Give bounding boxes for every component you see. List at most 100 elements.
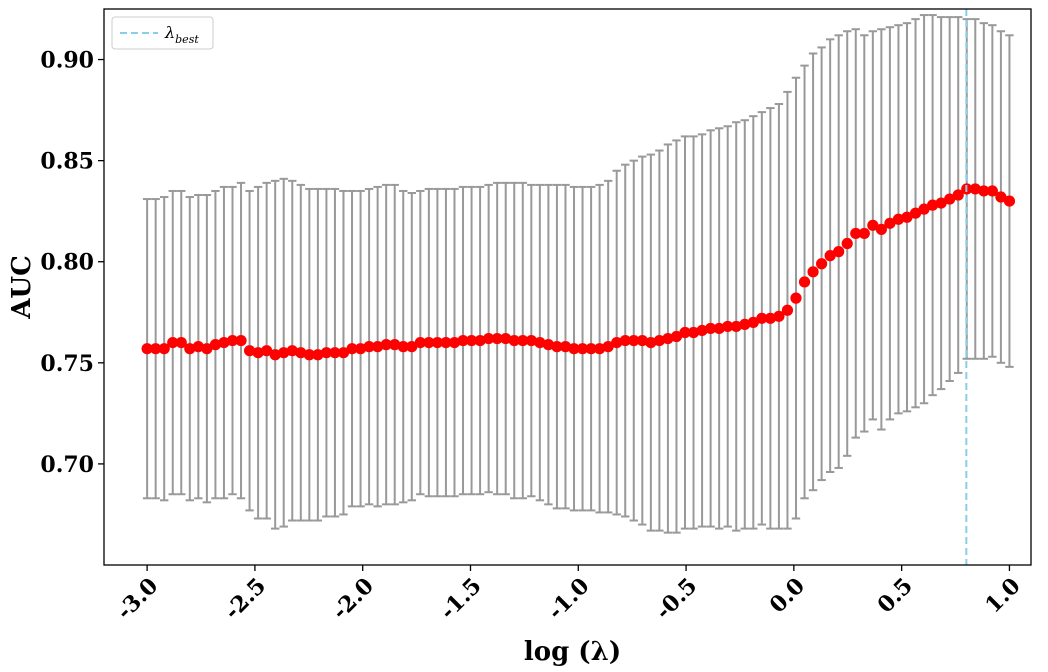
data-point [406,341,418,353]
data-point [611,337,623,349]
data-point [414,337,426,349]
data-point [346,343,358,355]
legend-box [111,16,214,50]
data-point [747,316,759,328]
data-point [269,349,281,361]
data-point [670,330,683,343]
data-point [662,332,674,345]
data-point [628,334,640,347]
legend-subscript: best [175,33,199,46]
data-point [542,339,554,351]
data-point [1003,195,1016,207]
data-point [465,334,478,347]
data-point [918,203,930,215]
data-point [619,334,631,347]
legend-label: λbest [164,23,199,46]
data-point [790,292,802,304]
data-point [483,332,495,345]
data-point [756,312,768,324]
data-point [909,207,922,219]
data-point [192,341,204,353]
data-point [500,332,512,345]
data-point [824,250,836,262]
data-point [594,343,606,355]
data-point [525,334,537,347]
data-point [226,334,239,347]
data-point [303,349,315,361]
data-point [141,343,153,355]
data-point [252,347,264,359]
data-point [184,343,196,355]
data-point [329,347,341,359]
data-point [568,343,580,355]
x-tick-label: -0.5 [650,573,702,625]
data-point [175,337,187,349]
data-point [833,246,845,258]
data-point [850,227,862,240]
data-point [884,217,896,229]
data-point [286,345,298,357]
data-point [235,334,247,347]
data-point [585,343,597,355]
data-point [705,322,717,335]
data-point [158,343,170,355]
data-point [261,345,273,357]
data-point [397,341,409,353]
data-point [978,185,990,197]
data-point [927,199,939,211]
x-tick-label: 0.0 [765,573,810,618]
data-point [687,326,700,339]
plot-frame [103,8,1032,566]
legend-symbol: λ [164,23,175,42]
data-point [243,345,256,357]
data-point [798,276,811,288]
data-point [551,341,563,353]
data-point [781,304,794,316]
y-tick-label: 0.80 [40,250,94,276]
data-point [167,337,179,349]
data-point [517,334,529,347]
point-layer [141,183,1016,361]
data-point [892,213,905,225]
y-axis: 0.70 0.75 0.80 0.85 0.90 [40,48,104,478]
data-point [696,324,708,337]
data-point [986,185,998,197]
y-tick-label: 0.75 [40,351,94,377]
data-point [841,237,853,250]
x-axis-label: log (λ) [524,637,621,667]
data-point [389,339,401,351]
data-point [431,337,444,349]
data-point [679,326,691,339]
data-point [218,337,230,349]
data-point [354,343,367,355]
data-point [576,343,589,355]
data-point [491,332,503,345]
data-point [372,341,384,353]
data-point [150,343,162,355]
data-point [730,320,742,333]
data-point [209,339,222,351]
errorbar-layer [142,14,1014,534]
data-point [722,320,734,333]
x-tick-label: 1.0 [980,573,1025,618]
data-point [508,334,520,347]
data-point [713,322,725,335]
data-point [312,349,324,361]
y-tick-label: 0.90 [40,48,94,74]
data-point [807,266,819,278]
x-axis: -3.0 -2.5 -2.0 -1.5 -1.0 -0.5 0.0 0.5 1.0 [111,565,1026,625]
data-point [969,183,981,195]
legend: λbest [111,16,214,50]
data-point [448,337,461,349]
data-point [337,347,350,359]
data-point [935,197,947,209]
data-point [995,191,1007,203]
y-axis-label: AUC [7,255,37,320]
data-point [534,337,546,349]
data-point [867,219,879,231]
x-tick-label: 0.5 [872,573,917,618]
data-point [457,334,469,347]
data-point [278,347,290,359]
data-point [380,339,392,351]
